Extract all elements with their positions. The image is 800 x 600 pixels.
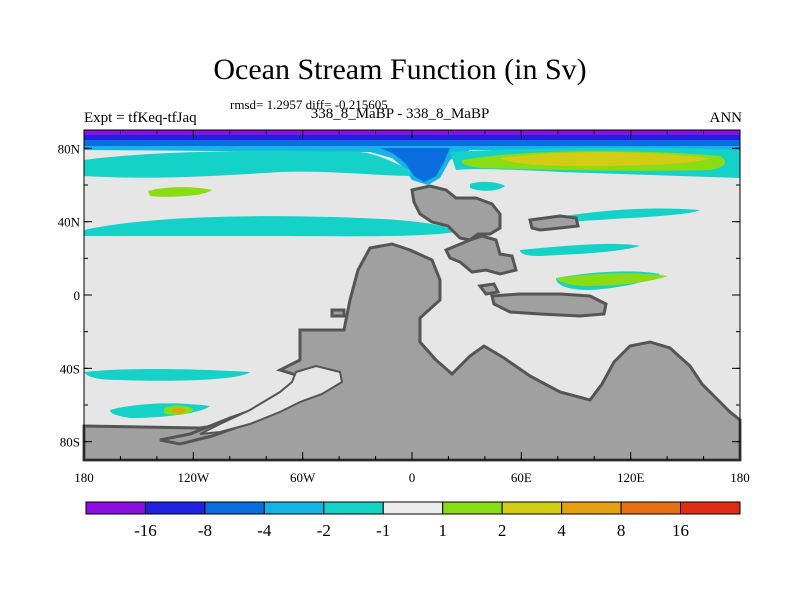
y-tick-label: 0 <box>74 288 81 303</box>
y-axis: 80N 40N 0 40S 80S <box>58 141 740 450</box>
contour-blob-green-trop <box>556 273 668 286</box>
colorbar-swatch <box>501 501 563 515</box>
colorbar-swatch <box>620 501 682 515</box>
land-indonesia <box>490 292 608 318</box>
colorbar-label: 1 <box>438 521 447 540</box>
x-tick-label: 60E <box>511 470 532 485</box>
colorbar-swatch <box>144 501 206 515</box>
colorbar-label: -8 <box>198 521 212 540</box>
x-axis: 180 120W 60W 0 60E 120E 180 <box>74 130 750 485</box>
land-small-island <box>477 282 501 296</box>
colorbar-label: 8 <box>617 521 626 540</box>
experiment-label: Expt = tfKeq-tfJaq <box>84 110 197 126</box>
x-tick-label: 0 <box>409 470 416 485</box>
colorbar-swatch <box>263 501 325 515</box>
colorbar-label: -1 <box>376 521 390 540</box>
contour-blob-yellow-north <box>500 152 710 166</box>
interior-seas <box>199 364 344 435</box>
colorbar: -16 -8 -4 -2 -1 1 2 4 8 16 <box>85 501 741 540</box>
contour-blob-cyan-north <box>84 150 410 178</box>
figure-title: Ocean Stream Function (in Sv) <box>213 53 587 86</box>
x-tick-label: 180 <box>730 470 750 485</box>
colorbar-label: 16 <box>672 521 689 540</box>
colorbar-label: -16 <box>134 521 157 540</box>
interior-sea-south <box>199 364 344 435</box>
y-tick-label: 80N <box>58 141 81 156</box>
x-tick-label: 60W <box>290 470 316 485</box>
contour-blob-orange-south <box>172 408 186 414</box>
contour-blob-cyan-pac <box>520 243 640 256</box>
contour-band-blue <box>84 140 740 146</box>
y-tick-label: 80S <box>60 435 80 450</box>
season-label: ANN <box>709 110 743 126</box>
colorbar-swatch <box>561 501 622 515</box>
y-tick-label: 40N <box>58 215 81 230</box>
colorbar-label: -4 <box>257 521 272 540</box>
contour-blob-deepblue-north <box>380 148 450 182</box>
colorbar-swatch <box>382 501 444 515</box>
colorbar-label: 2 <box>498 521 507 540</box>
land-africa-south-america <box>82 242 742 462</box>
x-tick-label: 120E <box>617 470 645 485</box>
contour-blob-cyan-midlat <box>84 216 455 237</box>
colorbar-label: 4 <box>557 521 566 540</box>
y-tick-label: 40S <box>60 361 80 376</box>
contour-blob-cyan-small-ne <box>470 181 505 191</box>
land-east-asia <box>443 234 518 276</box>
land-japan-arc <box>528 214 580 232</box>
stats-label: rmsd= 1.2957 diff= -0.215605 <box>230 97 388 112</box>
colorbar-swatch <box>680 501 741 515</box>
x-tick-label: 120W <box>177 470 210 485</box>
colorbar-swatch <box>85 501 146 515</box>
x-tick-label: 180 <box>74 470 94 485</box>
land-small-block <box>330 308 346 318</box>
land-europe-asia <box>410 184 502 242</box>
colorbar-label: -2 <box>317 521 331 540</box>
colorbar-swatch <box>323 501 384 515</box>
contour-blob-cyan-south <box>84 369 250 381</box>
contour-blob-green-small-w <box>148 187 212 197</box>
case-label: 338_8_MaBP - 338_8_MaBP <box>310 106 490 122</box>
colorbar-swatch <box>204 501 265 515</box>
colorbar-swatch <box>442 501 503 515</box>
